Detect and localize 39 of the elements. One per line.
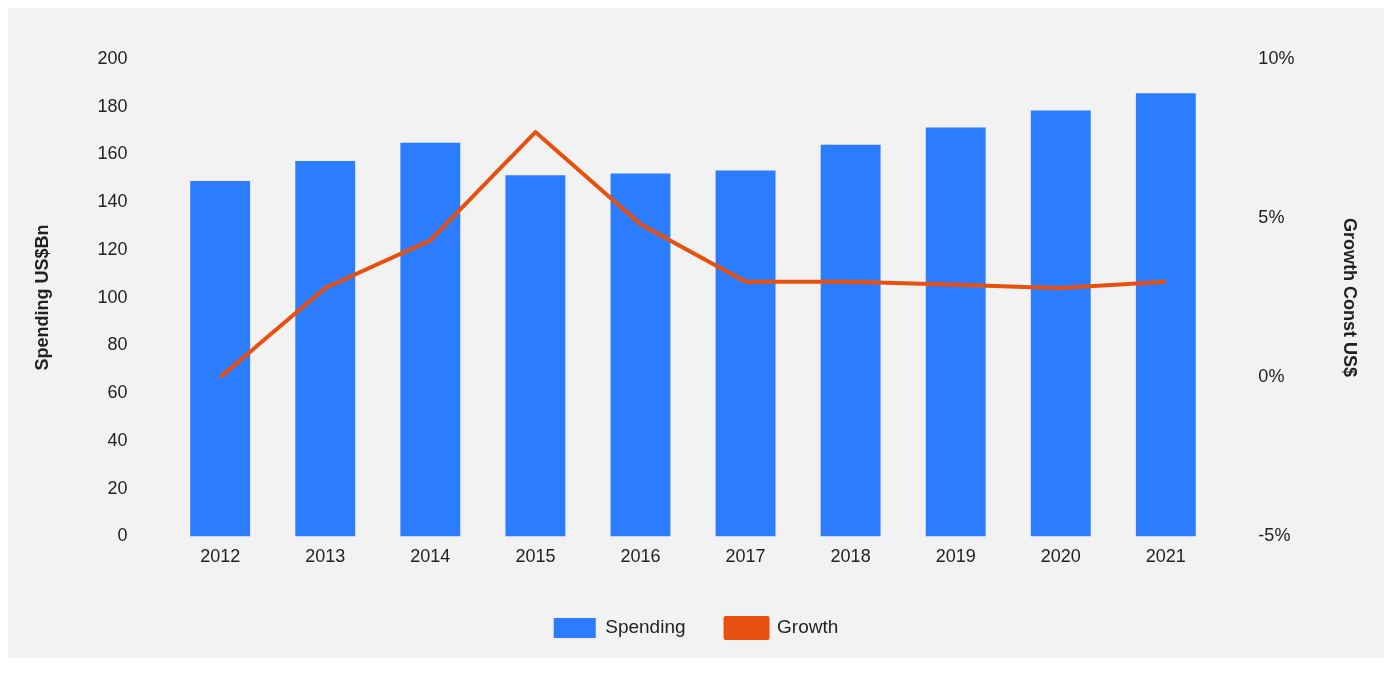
x-tick-label: 2012 — [200, 546, 241, 567]
x-tick-label: 2019 — [935, 546, 976, 567]
x-tick-label: 2018 — [830, 546, 871, 567]
bar — [820, 144, 881, 537]
y-tick-label: 60 — [107, 382, 128, 403]
y-tick-label: 20 — [107, 477, 128, 498]
legend-label: Spending — [605, 616, 686, 638]
bar — [925, 127, 986, 537]
y-tick-label: 120 — [97, 238, 128, 259]
y2-tick-label: 5% — [1258, 206, 1285, 227]
x-tick-label: 2016 — [620, 546, 661, 567]
y-tick-label: 140 — [97, 191, 128, 212]
y2-tick-label: -5% — [1258, 525, 1291, 546]
y2-axis-title: Growth Const US$ — [1340, 218, 1361, 378]
legend-label: Growth — [777, 616, 839, 638]
y-tick-label: 160 — [97, 143, 128, 164]
bar — [505, 175, 566, 537]
x-tick-label: 2014 — [410, 546, 451, 567]
y-axis-title: Spending US$Bn — [31, 224, 52, 371]
bar — [1135, 93, 1196, 537]
x-tick-label: 2017 — [725, 546, 766, 567]
y-tick-label: 40 — [107, 429, 128, 450]
bar — [400, 142, 461, 537]
y-tick-label: 180 — [97, 95, 128, 116]
bar — [715, 170, 776, 537]
y2-tick-label: 10% — [1258, 47, 1295, 68]
bar — [610, 173, 671, 537]
x-tick-label: 2015 — [515, 546, 556, 567]
y2-tick-label: 0% — [1258, 366, 1285, 387]
y-tick-label: 0 — [117, 525, 128, 546]
y-tick-label: 80 — [107, 334, 128, 355]
bar — [190, 181, 251, 537]
bar — [295, 161, 356, 537]
bar — [1030, 110, 1091, 537]
y-tick-label: 100 — [97, 286, 128, 307]
x-tick-label: 2021 — [1145, 546, 1186, 567]
y-tick-label: 200 — [97, 47, 128, 68]
x-tick-label: 2013 — [305, 546, 346, 567]
x-tick-label: 2020 — [1040, 546, 1081, 567]
